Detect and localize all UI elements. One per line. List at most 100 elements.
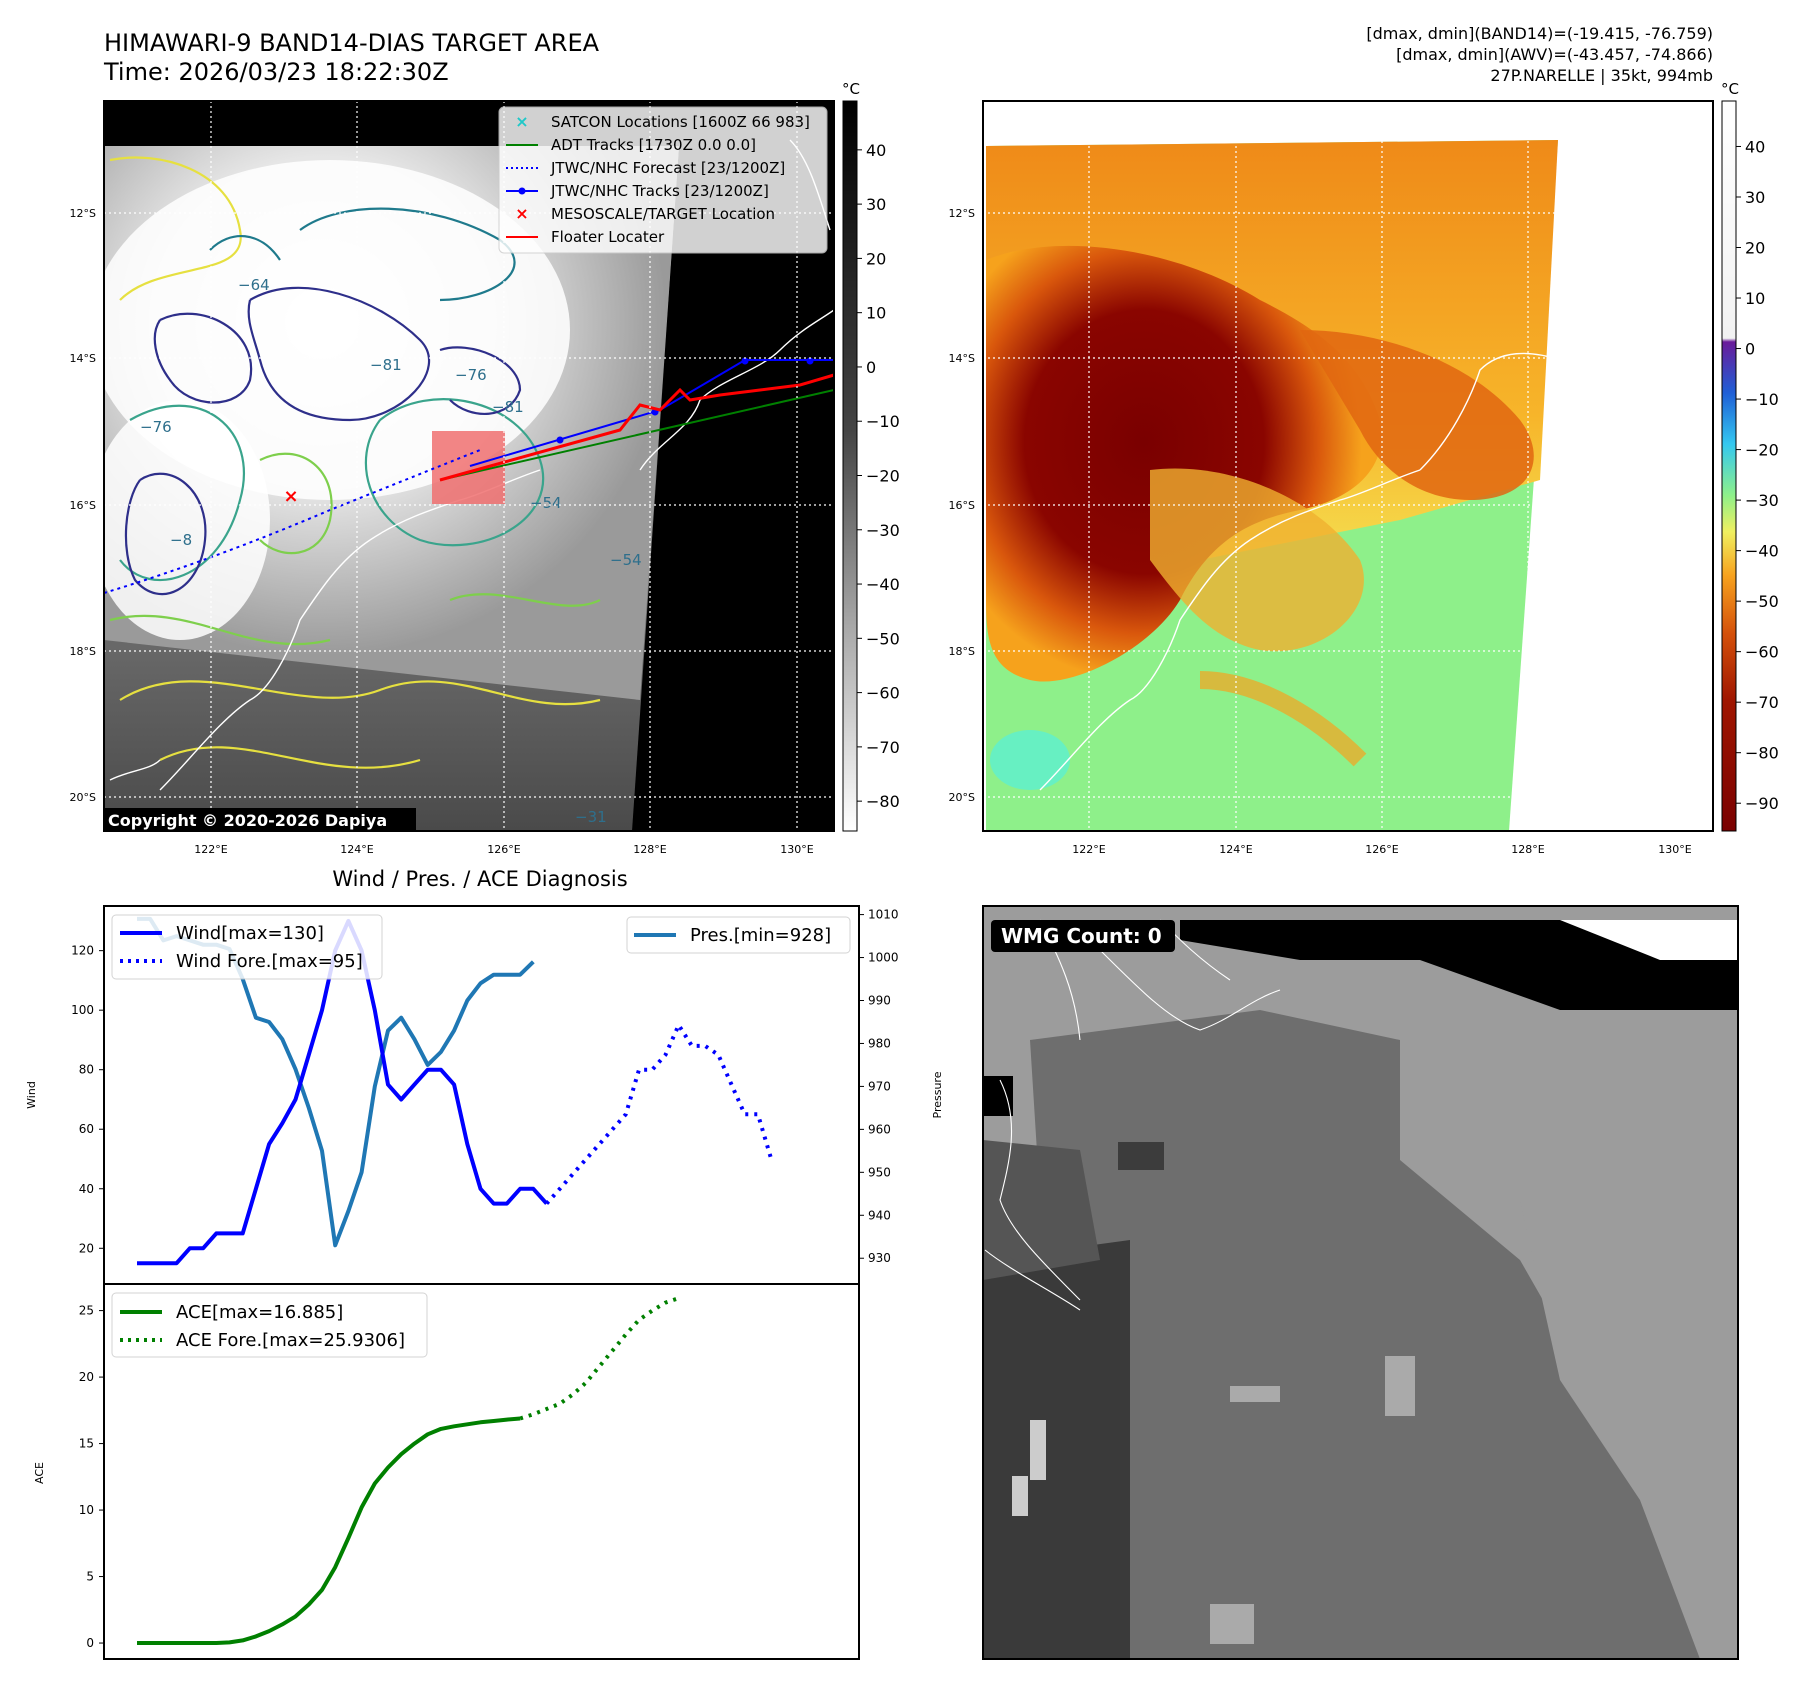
lon-label: 124°E [340,843,373,856]
band14-map-frame [103,100,835,832]
wind-legend: Wind[max=130] Wind Fore.[max=95] [111,914,383,980]
pressure-axis-label: Pressure [931,1071,944,1118]
colorbar-tick-label: −70 [1745,693,1779,712]
best-track [469,359,834,467]
copyright-text: Copyright © 2020-2026 Dapiya [108,811,387,830]
contour-label: −76 [140,418,172,436]
colorbar-tick-label: 20 [1745,239,1765,258]
pressure-tick-label: 930 [868,1251,891,1265]
copyright-badge [104,808,416,832]
stats-band14: [dmax, dmin](BAND14)=(-19.415, -76.759) [1366,24,1713,43]
figure-title: HIMAWARI-9 BAND14-DIAS TARGET AREA [104,29,600,57]
colorbar-tick-label: −20 [1745,441,1779,460]
ace-forecast-line [519,1296,680,1421]
colorbar-tick-label: −30 [866,521,900,540]
contour-label: −76 [455,366,487,384]
wind-tick-label: 120 [71,944,94,958]
map-legend: × × SATCON Locations [1600Z 66 983] ADT … [498,106,828,254]
legend-pressure-label: Pres.[min=928] [690,925,831,946]
wind-forecast-line [545,1023,774,1205]
colorbar-tick-label: −10 [1745,390,1779,409]
lat-label: 14°S [70,352,96,365]
lon-label: 126°E [487,843,520,856]
colorbar-tick-label: 40 [866,141,886,160]
colorbar-tick-label: 10 [1745,289,1765,308]
colorbar-tick-label: −80 [1745,744,1779,763]
lat-label: 20°S [70,791,96,804]
lon-label: 128°E [1511,843,1544,856]
lon-label: 130°E [1658,843,1691,856]
lat-label: 12°S [70,207,96,220]
lon-label: 130°E [780,843,813,856]
colorbar-tick-label: 20 [866,249,886,268]
wmg-badge [991,920,1175,952]
ace-tick-label: 15 [79,1437,94,1451]
wind-tick-label: 60 [79,1122,94,1136]
lat-label: 18°S [949,645,975,658]
lon-label: 126°E [1365,843,1398,856]
lon-label: 122°E [194,843,227,856]
lon-label: 124°E [1219,843,1252,856]
ace-tick-label: 0 [86,1636,94,1650]
wmg-label: WMG Count: 0 [1001,924,1162,948]
pressure-tick-label: 990 [868,994,891,1008]
colorbar-tick-label: 30 [866,195,886,214]
awv-map-frame [982,100,1714,832]
band14-colorbar-ticks: 40 30 20 10 0 −10 −20 −30 −40 −50 −60 −70 −80 [857,141,900,811]
forecast-track [104,449,481,594]
target-location-marker: × [283,486,298,507]
colorbar-tick-label: −40 [866,575,900,594]
ace-legend: ACE[max=16.885] ACE Fore.[max=25.9306] [111,1292,428,1358]
legend-track-label: JTWC/NHC Tracks [23/1200Z] [550,182,769,200]
lat-label: 14°S [949,352,975,365]
ace-axis-label: ACE [33,1462,46,1484]
awv-colorbar [1721,100,1737,832]
storm-info: 27P.NARELLE | 35kt, 994mb [1490,66,1713,85]
stats-awv: [dmax, dmin](AWV)=(-43.457, -74.866) [1396,45,1713,64]
contour-label: −54 [610,551,642,569]
contour-label: −8 [170,531,192,549]
band14-colorbar [842,100,858,832]
colorbar-tick-label: −60 [1745,643,1779,662]
legend-target-label: MESOSCALE/TARGET Location [551,205,775,223]
pressure-tick-label: 1000 [868,951,899,965]
colorbar-tick-label: −60 [866,684,900,703]
pressure-tick-label: 970 [868,1079,891,1093]
diagnosis-title: Wind / Pres. / ACE Diagnosis [332,867,627,891]
ace-tick-label: 25 [79,1304,94,1318]
wind-tick-label: 20 [79,1241,94,1255]
track-point [741,357,749,365]
lat-label: 20°S [949,791,975,804]
track-point [556,436,564,444]
legend-wind-label: Wind[max=130] [176,923,324,944]
figure-time: Time: 2026/03/23 18:22:30Z [103,58,449,86]
contour-label: −54 [530,494,562,512]
wind-axis-label: Wind [25,1081,38,1109]
contour-label: −81 [370,356,402,374]
floater-track [439,373,834,482]
legend-floater-label: Floater Locater [551,228,665,246]
awv-map [983,101,1713,831]
colorbar-tick-label: −50 [1745,592,1779,611]
ace-tick-label: 10 [79,1503,94,1517]
adt-track [439,389,834,481]
contour-label: −81 [492,398,524,416]
lon-label: 128°E [633,843,666,856]
legend-adt-label: ADT Tracks [1730Z 0.0 0.0] [551,136,756,154]
pressure-tick-label: 960 [868,1122,891,1136]
lat-label: 16°S [949,499,975,512]
pressure-tick-label: 980 [868,1036,891,1050]
awv-colorbar-ticks: 40 30 20 10 0 −10 −20 −30 −40 −50 −60 −70 −80 −90 [1736,137,1779,813]
colorbar-tick-label: −90 [1745,794,1779,813]
contour-label: −31 [575,808,607,826]
legend-satcon-marker: × [515,112,528,131]
colorbar-tick-label: 0 [1745,340,1755,359]
lon-label: 122°E [1072,843,1105,856]
wind-tick-label: 40 [79,1182,94,1196]
colorbar-tick-label: −50 [866,629,900,648]
lat-label: 12°S [949,207,975,220]
legend-forecast-label: JTWC/NHC Forecast [23/1200Z] [550,159,785,177]
colorbar-unit: °C [1721,80,1739,98]
colorbar-tick-label: −70 [866,738,900,757]
ace-tick-label: 20 [79,1370,94,1384]
